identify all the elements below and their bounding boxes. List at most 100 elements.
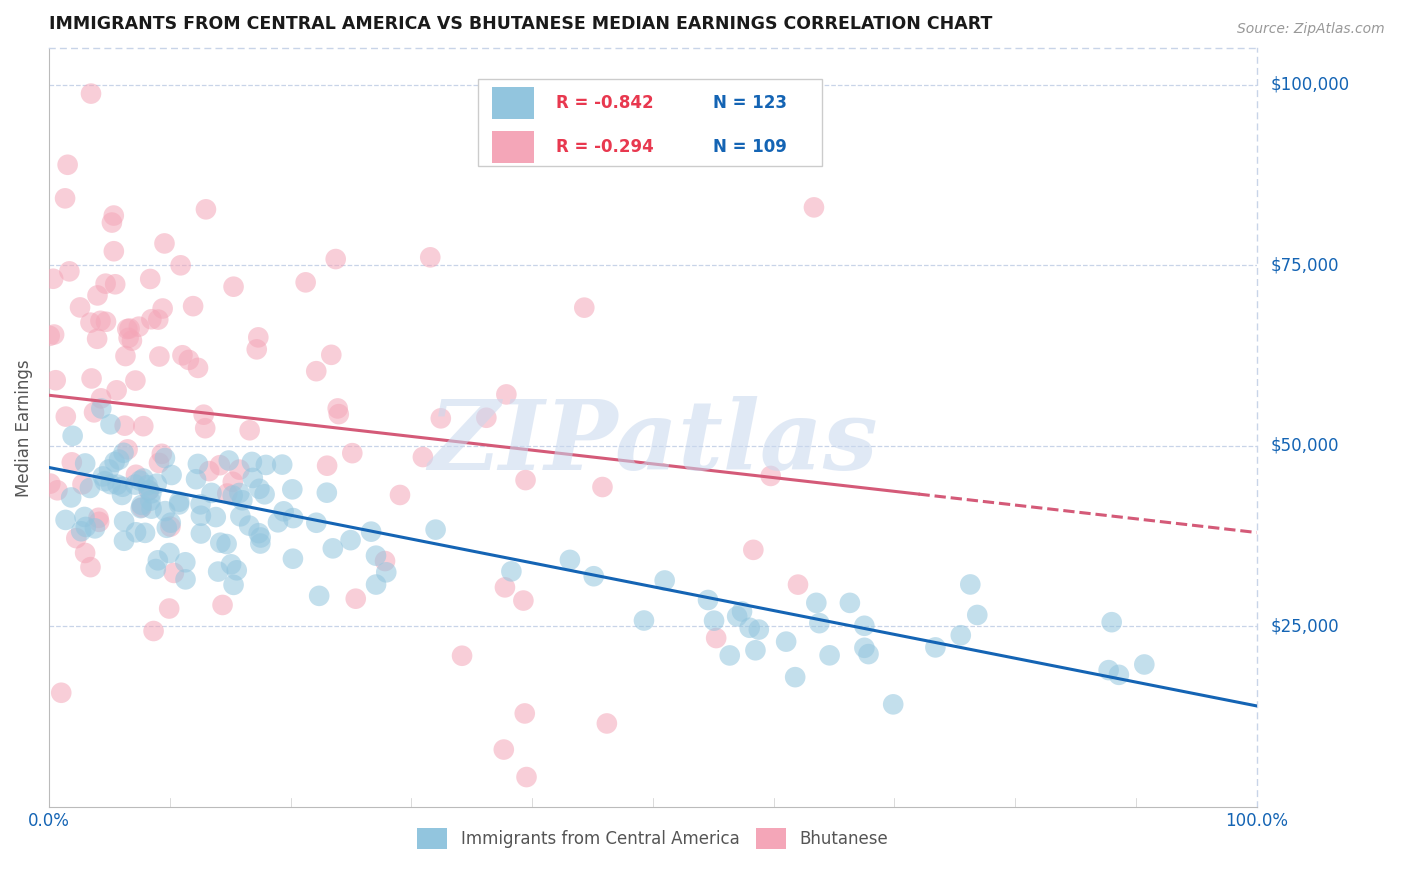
Point	[83, 405, 105, 419]
Point	[492, 742, 515, 756]
Point	[342, 446, 364, 460]
Point	[305, 516, 328, 530]
Point	[787, 577, 810, 591]
Point	[125, 467, 148, 482]
Point	[150, 447, 173, 461]
Point	[159, 516, 181, 530]
Point	[60, 455, 83, 469]
Point	[79, 481, 101, 495]
Point	[94, 315, 117, 329]
Point	[94, 277, 117, 291]
Point	[231, 493, 253, 508]
Point	[759, 469, 782, 483]
Point	[60, 491, 83, 505]
Point	[139, 493, 162, 508]
Point	[114, 349, 136, 363]
Point	[344, 591, 367, 606]
Point	[283, 511, 305, 525]
Point	[141, 312, 163, 326]
Point	[582, 569, 605, 583]
Point	[267, 516, 290, 530]
Point	[281, 551, 304, 566]
Point	[131, 500, 153, 515]
Point	[853, 640, 876, 655]
Point	[93, 474, 115, 488]
Point	[211, 598, 233, 612]
Point	[79, 560, 101, 574]
Point	[364, 549, 387, 563]
Point	[959, 577, 981, 591]
Point	[142, 624, 165, 638]
Point	[79, 316, 101, 330]
Point	[157, 601, 180, 615]
Point	[184, 472, 207, 486]
Point	[204, 510, 226, 524]
Point	[42, 272, 65, 286]
Point	[55, 513, 77, 527]
Point	[174, 555, 197, 569]
Point	[744, 643, 766, 657]
Point	[222, 475, 245, 489]
Point	[172, 348, 194, 362]
Point	[513, 706, 536, 721]
Point	[1133, 657, 1156, 672]
Point	[228, 462, 250, 476]
Point	[105, 384, 128, 398]
Point	[738, 621, 761, 635]
Point	[169, 258, 191, 272]
Point	[281, 483, 304, 497]
Point	[131, 498, 153, 512]
Point	[62, 429, 84, 443]
Point	[51, 686, 73, 700]
FancyBboxPatch shape	[492, 131, 534, 162]
Point	[75, 520, 97, 534]
Point	[136, 478, 159, 492]
Point	[190, 508, 212, 523]
Point	[129, 474, 152, 488]
Point	[748, 623, 770, 637]
Text: ZIPatlas: ZIPatlas	[427, 396, 877, 490]
Point	[419, 250, 441, 264]
Point	[73, 510, 96, 524]
Point	[725, 609, 748, 624]
Point	[145, 476, 167, 491]
Point	[114, 418, 136, 433]
Point	[375, 566, 398, 580]
Point	[58, 264, 80, 278]
Point	[125, 525, 148, 540]
Point	[138, 483, 160, 498]
Point	[39, 476, 62, 491]
Point	[818, 648, 841, 663]
Point	[157, 546, 180, 560]
Point	[167, 497, 190, 511]
Point	[145, 562, 167, 576]
Point	[132, 471, 155, 485]
Point	[388, 488, 411, 502]
Point	[44, 327, 66, 342]
Point	[364, 577, 387, 591]
FancyBboxPatch shape	[478, 78, 823, 166]
Point	[121, 334, 143, 348]
Point	[718, 648, 741, 663]
Text: $100,000: $100,000	[1271, 76, 1350, 94]
Point	[249, 531, 271, 545]
Point	[254, 458, 277, 472]
Point	[90, 401, 112, 416]
Text: $75,000: $75,000	[1271, 256, 1340, 274]
Point	[200, 486, 222, 500]
Point	[75, 546, 97, 560]
Point	[858, 647, 880, 661]
Point	[159, 519, 181, 533]
Point	[112, 446, 135, 460]
Point	[75, 457, 97, 471]
Point	[1108, 668, 1130, 682]
Point	[512, 593, 534, 607]
Point	[124, 374, 146, 388]
Point	[112, 533, 135, 548]
Point	[495, 387, 517, 401]
Point	[742, 542, 765, 557]
Point	[55, 409, 77, 424]
Point	[117, 442, 139, 457]
Legend: Immigrants from Central America, Bhutanese: Immigrants from Central America, Bhutane…	[411, 821, 894, 855]
Point	[146, 553, 169, 567]
